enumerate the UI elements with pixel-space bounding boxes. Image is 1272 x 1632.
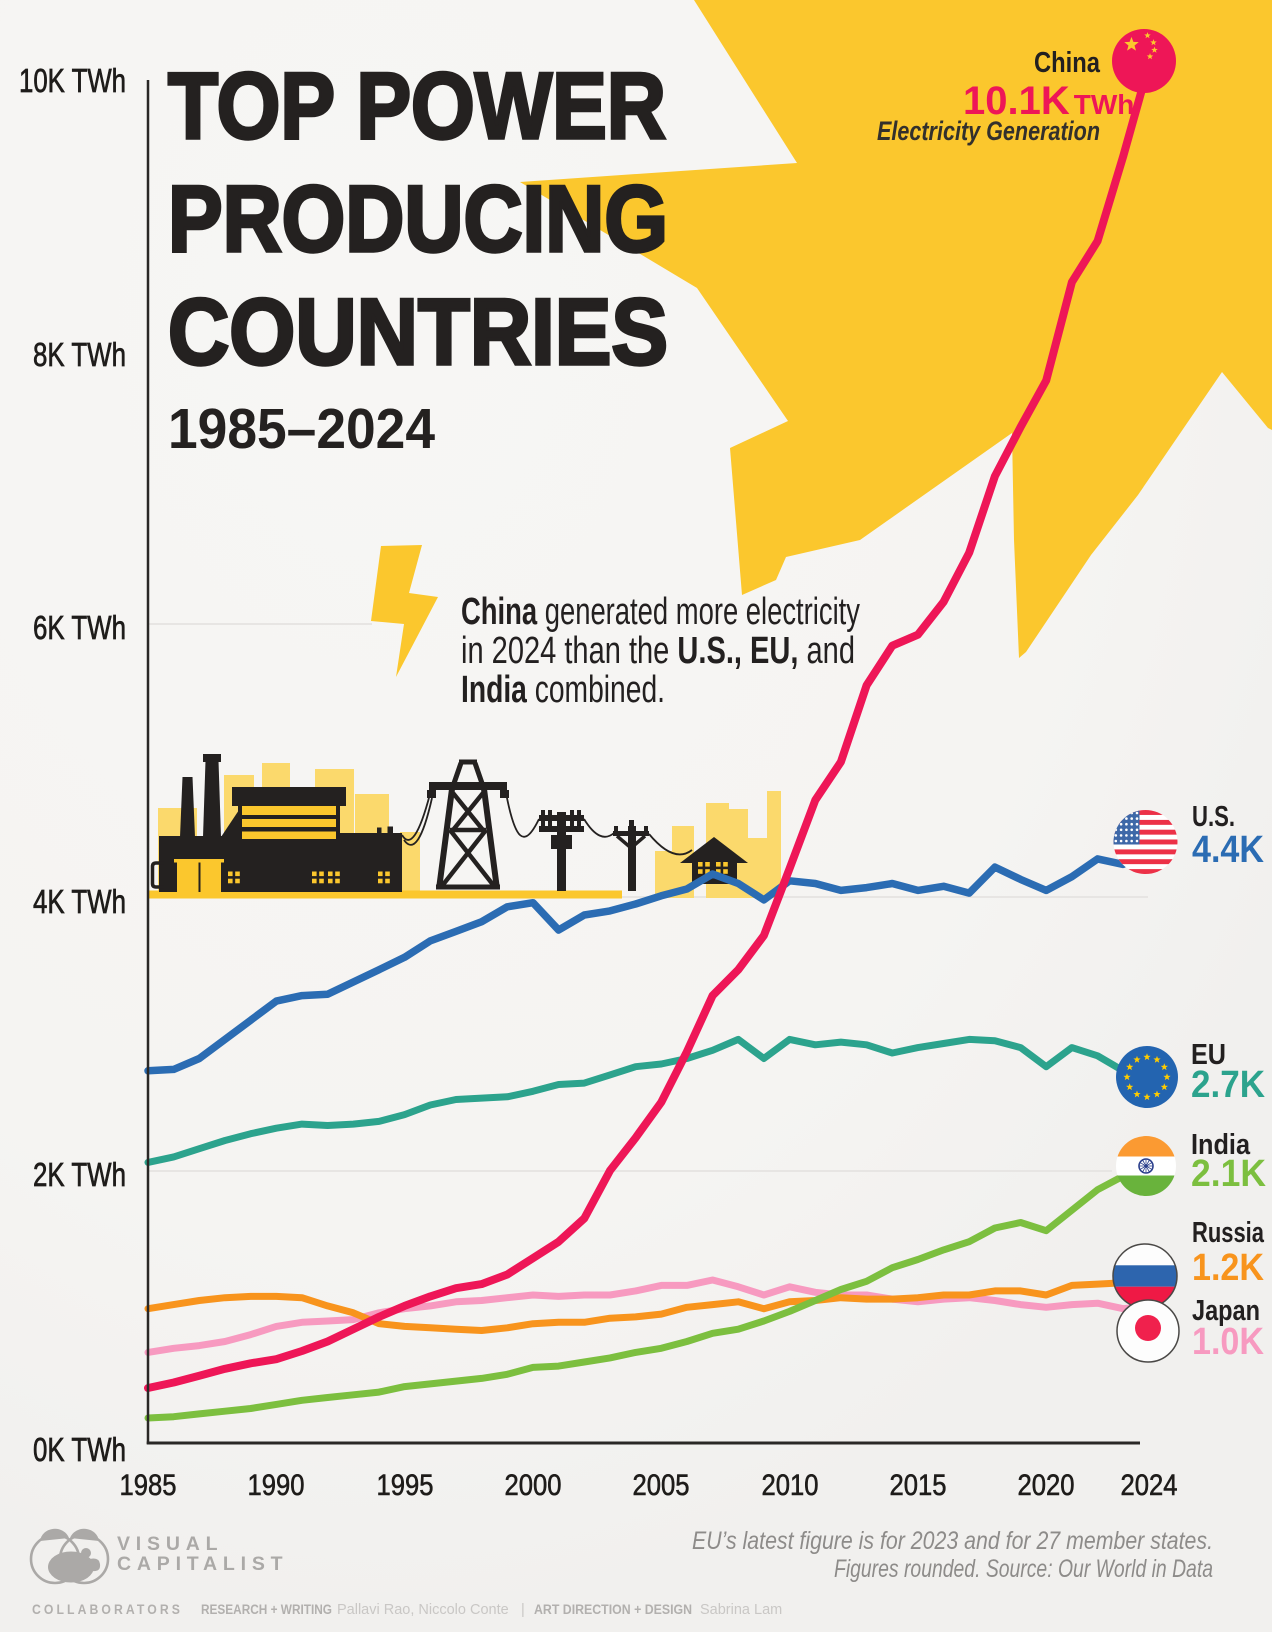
svg-text:COUNTRIES: COUNTRIES — [168, 279, 668, 384]
svg-text:1.0K: 1.0K — [1192, 1321, 1264, 1363]
svg-text:India combined.: India combined. — [461, 669, 665, 711]
svg-text:1985: 1985 — [120, 1469, 177, 1502]
svg-text:2024: 2024 — [1121, 1469, 1178, 1502]
svg-text:Japan: Japan — [1192, 1295, 1260, 1327]
svg-text:Electricity Generation: Electricity Generation — [877, 116, 1100, 146]
svg-text:PRODUCING: PRODUCING — [168, 166, 668, 271]
svg-text:in 2024 than the U.S., EU, and: in 2024 than the U.S., EU, and — [461, 630, 855, 672]
svg-text:2K TWh: 2K TWh — [33, 1156, 126, 1193]
svg-text:10K TWh: 10K TWh — [19, 62, 126, 99]
svg-text:COLLABORATORS: COLLABORATORS — [32, 1602, 183, 1617]
svg-text:2005: 2005 — [633, 1469, 690, 1502]
svg-text:2020: 2020 — [1018, 1469, 1075, 1502]
svg-text:2000: 2000 — [505, 1469, 562, 1502]
svg-text:1995: 1995 — [377, 1469, 434, 1502]
svg-text:India: India — [1191, 1129, 1251, 1161]
svg-text:China generated more electrici: China generated more electricity — [461, 591, 860, 633]
svg-text:EU: EU — [1191, 1039, 1226, 1071]
svg-text:1985–2024: 1985–2024 — [168, 397, 435, 461]
svg-text:4.4K: 4.4K — [1192, 829, 1264, 871]
svg-text:China: China — [1034, 47, 1101, 79]
svg-text:6K TWh: 6K TWh — [33, 609, 126, 646]
svg-text:|: | — [521, 1602, 525, 1618]
svg-text:2010: 2010 — [762, 1469, 819, 1502]
svg-text:2015: 2015 — [890, 1469, 947, 1502]
svg-text:2.7K: 2.7K — [1191, 1064, 1266, 1106]
svg-text:ART DIRECTION + DESIGN: ART DIRECTION + DESIGN — [534, 1602, 692, 1617]
svg-text:8K TWh: 8K TWh — [33, 336, 126, 373]
svg-text:VISUAL: VISUAL — [117, 1533, 223, 1555]
svg-text:Pallavi Rao, Niccolo Conte: Pallavi Rao, Niccolo Conte — [337, 1602, 509, 1618]
svg-text:Russia: Russia — [1192, 1217, 1265, 1249]
svg-text:EU’s latest figure is for 2023: EU’s latest figure is for 2023 and for 2… — [692, 1527, 1213, 1555]
svg-text:U.S.: U.S. — [1192, 801, 1235, 833]
svg-text:0K TWh: 0K TWh — [33, 1431, 126, 1468]
svg-text:RESEARCH + WRITING: RESEARCH + WRITING — [201, 1602, 332, 1617]
svg-text:4K TWh: 4K TWh — [33, 883, 126, 920]
svg-text:CAPITALIST: CAPITALIST — [117, 1553, 288, 1575]
svg-text:1990: 1990 — [248, 1469, 305, 1502]
svg-text:Sabrina Lam: Sabrina Lam — [700, 1602, 782, 1618]
svg-text:2.1K: 2.1K — [1191, 1153, 1267, 1195]
svg-text:TOP POWER: TOP POWER — [168, 53, 666, 158]
svg-text:Figures rounded. Source: Our W: Figures rounded. Source: Our World in Da… — [834, 1555, 1213, 1583]
svg-text:1.2K: 1.2K — [1192, 1247, 1264, 1289]
